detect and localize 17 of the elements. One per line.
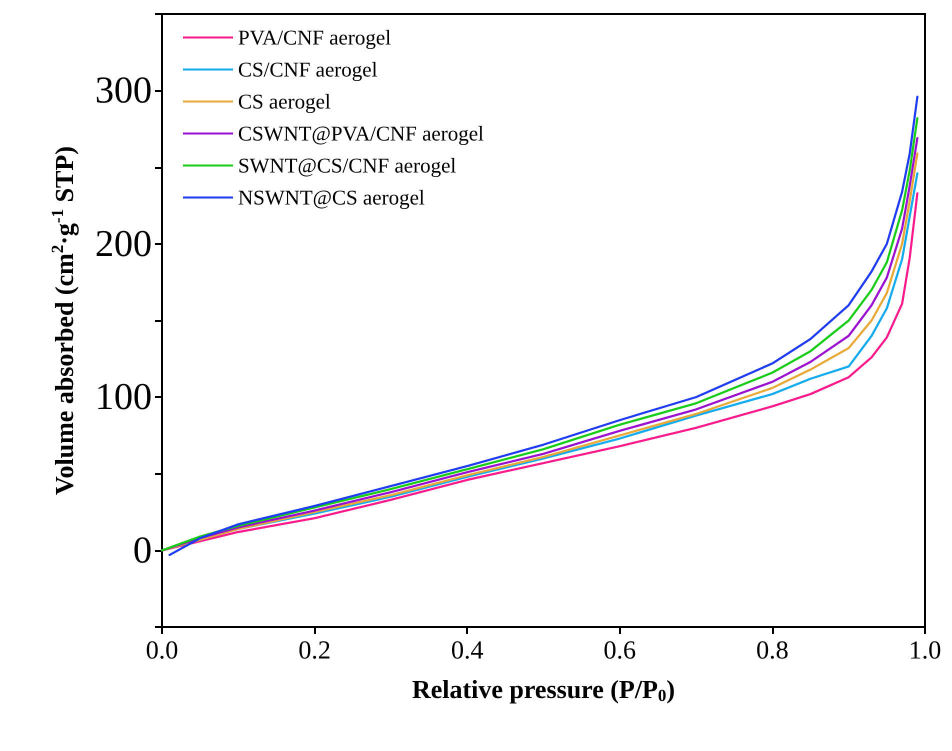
y-axis-title: Volume absorbed (cm2·g-1 STP) xyxy=(48,146,79,495)
legend-label: SWNT@CS/CNF aerogel xyxy=(238,154,456,178)
legend-label: CSWNT@PVA/CNF aerogel xyxy=(238,122,484,146)
legend-label: CS aerogel xyxy=(238,90,331,114)
legend-label: CS/CNF aerogel xyxy=(238,58,378,82)
x-tick-label: 0.2 xyxy=(298,636,331,664)
legend-label: PVA/CNF aerogel xyxy=(238,26,392,50)
x-tick-label: 0.8 xyxy=(756,636,789,664)
legend-label: NSWNT@CS aerogel xyxy=(238,186,425,210)
x-tick-label: 0.6 xyxy=(604,636,636,664)
y-tick-label: 100 xyxy=(95,376,152,418)
x-tick-label: 0.4 xyxy=(450,636,484,664)
x-tick-label: 1.0 xyxy=(908,636,942,664)
y-tick-label: 300 xyxy=(95,70,152,112)
y-tick-label: 0 xyxy=(133,529,152,572)
y-tick-label: 200 xyxy=(95,222,152,265)
x-tick-label: 0.0 xyxy=(146,636,178,664)
